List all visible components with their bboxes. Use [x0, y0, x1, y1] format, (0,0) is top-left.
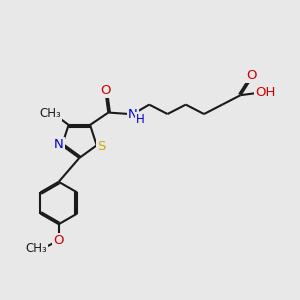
- Text: O: O: [101, 84, 111, 97]
- Text: N: N: [128, 107, 138, 121]
- Text: OH: OH: [255, 86, 275, 99]
- Text: N: N: [54, 138, 64, 151]
- Text: CH₃: CH₃: [25, 242, 47, 255]
- Text: O: O: [246, 69, 256, 82]
- Text: S: S: [97, 140, 105, 153]
- Text: O: O: [53, 235, 64, 248]
- Text: CH₃: CH₃: [40, 107, 61, 120]
- Text: H: H: [136, 113, 145, 126]
